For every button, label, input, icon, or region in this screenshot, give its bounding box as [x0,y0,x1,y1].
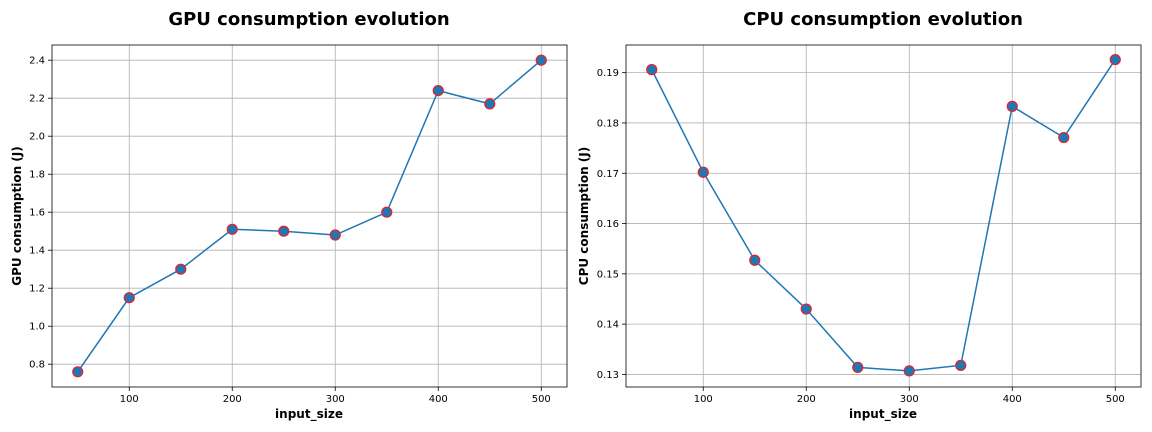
gpu-chart-plot-frame [51,44,568,388]
gpu-data-point [535,54,547,66]
cpu-data-point [1058,131,1070,144]
cpu-chart-series [646,53,1121,377]
gpu-chart-ticks: 100 200 300 400 500 0.8 1.0 1.2 1.4 1.6 1.8 2.0 2.2 2… [29,56,551,405]
cpu-data-point [697,166,709,178]
cpu-data-point [749,254,761,266]
cpu-y-tick-label: 0.16 [597,219,619,230]
cpu-chart-ticks: 100 200 300 400 500 0.13 0.14 0.15 0.16 0.17 0.18 0… [597,68,1125,405]
cpu-chart-y-axis-label: CPU consumption (J) [577,147,591,285]
cpu-chart: CPU consumption evolution 100 200 300 400 50… [577,9,1142,422]
gpu-data-point [278,225,290,237]
cpu-x-tick-label: 200 [797,394,816,405]
gpu-data-point [329,229,341,241]
cpu-data-point [955,359,967,371]
gpu-chart-x-axis-label: input_size [275,407,343,422]
gpu-data-point [484,98,496,110]
gpu-series-line [77,59,542,373]
gpu-data-point [72,366,84,378]
gpu-x-tick-label: 300 [326,394,345,405]
cpu-chart-grid [626,45,1141,387]
cpu-y-tick-label: 0.18 [597,118,619,129]
gpu-y-tick-label: 1.4 [29,246,45,257]
gpu-chart-grid [52,45,567,387]
gpu-data-point [381,206,393,218]
gpu-chart-series [72,54,547,378]
gpu-y-tick-label: 2.2 [29,94,45,105]
cpu-x-tick-label: 400 [1003,394,1022,405]
cpu-chart-title: CPU consumption evolution [743,9,1023,30]
gpu-y-tick-label: 1.0 [29,322,45,333]
gpu-y-tick-label: 1.8 [29,170,45,181]
gpu-y-tick-label: 2.0 [29,132,45,143]
cpu-data-point [1109,53,1121,66]
cpu-x-tick-label: 500 [1106,394,1125,405]
cpu-y-tick-label: 0.15 [597,269,619,280]
gpu-y-tick-label: 0.8 [29,360,45,371]
gpu-data-point [175,263,187,275]
gpu-x-tick-label: 200 [223,394,242,405]
gpu-y-tick-label: 1.6 [29,208,45,219]
gpu-y-tick-label: 1.2 [29,284,45,295]
cpu-chart-plot-frame [625,44,1142,388]
cpu-data-point [852,361,864,373]
gpu-x-tick-label: 400 [429,394,448,405]
gpu-data-point [432,84,444,97]
cpu-data-point [800,303,812,315]
cpu-x-tick-label: 100 [694,394,713,405]
cpu-data-point [1006,100,1018,112]
gpu-x-tick-label: 500 [532,394,551,405]
cpu-y-tick-label: 0.14 [597,320,619,331]
cpu-y-tick-label: 0.17 [597,169,619,180]
gpu-chart: GPU consumption evolution 100 200 300 400 50… [10,9,568,422]
gpu-data-point [123,292,135,304]
gpu-y-tick-label: 2.4 [29,56,45,67]
cpu-y-tick-label: 0.19 [597,68,619,79]
cpu-data-point [646,64,658,76]
gpu-x-tick-label: 100 [120,394,139,405]
cpu-x-tick-label: 300 [900,394,919,405]
cpu-data-point [903,365,915,377]
cpu-series-line [651,59,1116,372]
cpu-chart-x-axis-label: input_size [849,407,917,422]
cpu-y-tick-label: 0.13 [597,370,619,381]
gpu-chart-title: GPU consumption evolution [168,9,449,30]
gpu-data-point [226,223,238,235]
gpu-chart-y-axis-label: GPU consumption (J) [10,146,24,286]
